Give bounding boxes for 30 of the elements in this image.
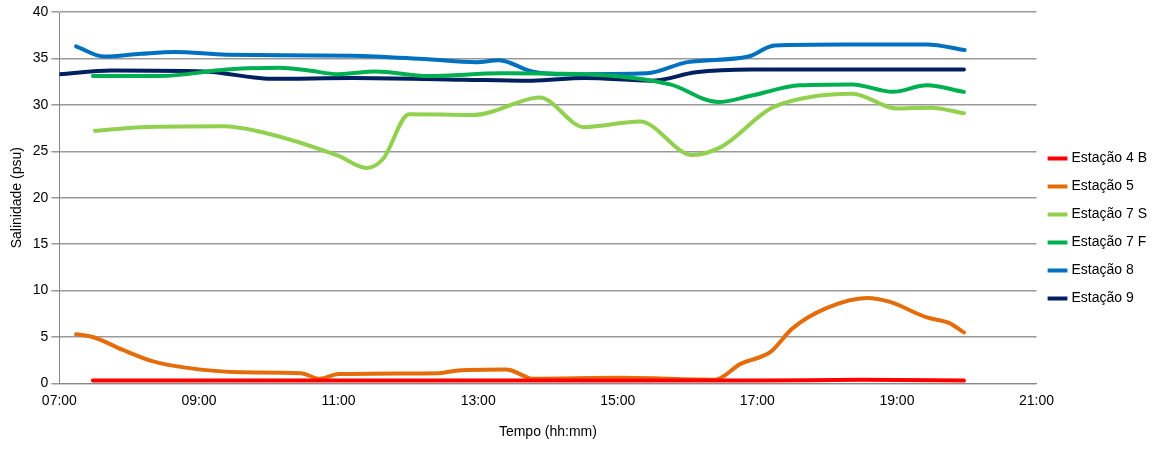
x-tick-label: 07:00 [41,391,78,408]
x-tick-label: 11:00 [321,391,356,408]
x-tick-label: 09:00 [181,391,217,408]
x-tick-label: 19:00 [879,391,915,408]
y-tick-label: 25 [32,142,49,159]
legend-label: Estação 7 S [1071,205,1148,222]
line-series [90,65,966,105]
legend-label: Estação 9 [1071,289,1134,306]
legend-label: Estação 8 [1071,261,1134,278]
line-series [74,42,967,77]
y-tick-label: 35 [32,49,49,66]
y-axis-title: Salinidade (psu) [8,147,25,249]
y-tick-label: 30 [32,95,49,112]
line-series [59,67,966,83]
legend-label: Estação 5 [1071,177,1134,194]
y-tick-label: 5 [40,327,49,344]
legend-label: Estação 7 F [1071,233,1147,250]
y-tick-label: 10 [32,281,49,298]
legend-label: Estação 4 B [1071,149,1148,166]
line-series [92,91,966,170]
y-tick-label: 15 [32,234,49,251]
x-tick-label: 21:00 [1018,391,1055,408]
y-tick-label: 0 [40,374,49,391]
x-tick-label: 13:00 [460,391,496,408]
x-tick-label: 15:00 [600,391,636,408]
x-axis-title: Tempo (hh:mm) [498,423,597,440]
y-tick-label: 20 [32,188,49,205]
y-tick-label: 40 [32,2,49,19]
line-series [74,295,966,382]
x-tick-label: 17:00 [739,391,776,408]
